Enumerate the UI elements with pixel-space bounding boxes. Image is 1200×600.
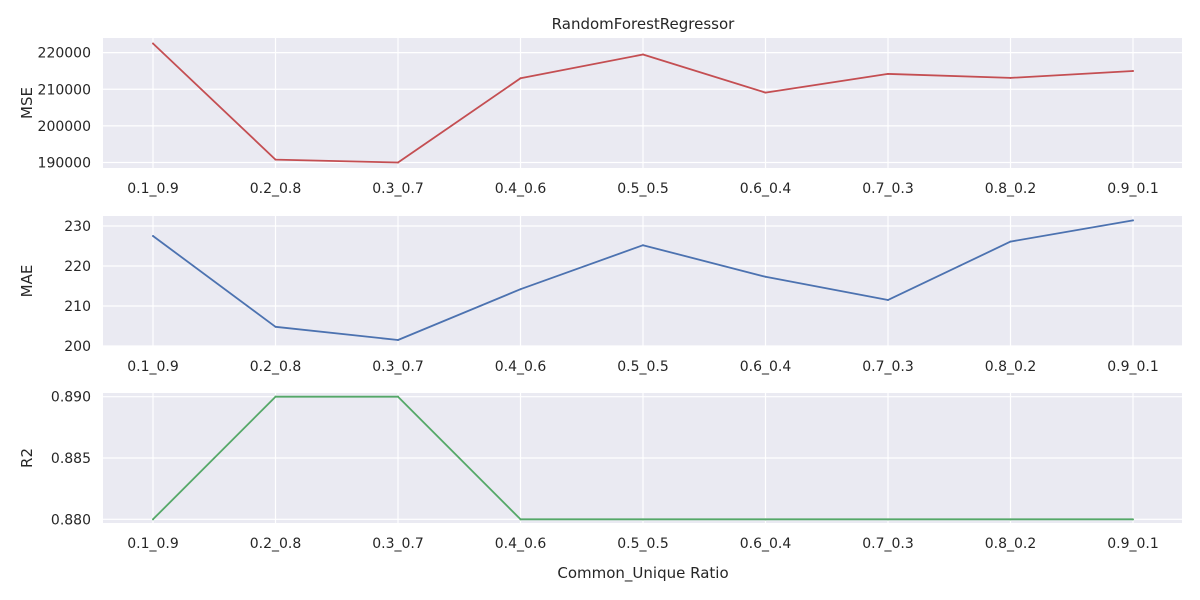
x-tick-label: 0.6_0.4 — [740, 181, 792, 197]
x-tick-label: 0.8_0.2 — [985, 359, 1037, 375]
x-tick-label: 0.9_0.1 — [1107, 181, 1159, 197]
y-axis-label: MAE — [18, 265, 36, 298]
data-point — [887, 299, 889, 301]
data-point — [519, 77, 522, 80]
data-point — [764, 91, 767, 94]
y-axis-label: MSE — [18, 87, 36, 119]
x-tick-label: 0.7_0.3 — [862, 536, 914, 552]
x-tick-label: 0.5_0.5 — [617, 359, 669, 375]
x-tick-label: 0.8_0.2 — [985, 181, 1037, 197]
x-tick-label: 0.9_0.1 — [1107, 359, 1159, 375]
y-tick-label: 210000 — [38, 82, 91, 98]
data-point — [397, 161, 399, 164]
x-tick-label: 0.6_0.4 — [740, 536, 792, 552]
x-tick-label: 0.6_0.4 — [740, 359, 792, 375]
y-tick-label: 230 — [64, 219, 91, 235]
data-point — [274, 395, 277, 398]
x-tick-label: 0.3_0.7 — [372, 536, 424, 552]
y-tick-label: 0.880 — [51, 512, 91, 528]
data-point — [642, 244, 644, 247]
data-point — [152, 42, 154, 45]
y-tick-label: 200 — [64, 339, 91, 355]
x-tick-label: 0.3_0.7 — [372, 181, 424, 197]
y-tick-label: 0.885 — [51, 451, 91, 467]
x-tick-label: 0.9_0.1 — [1107, 536, 1159, 552]
data-point — [642, 53, 644, 56]
data-point — [887, 72, 889, 75]
x-tick-label: 0.4_0.6 — [495, 181, 547, 197]
chart-panel-mae: 200 210 220 230 0.1_0.9 0.2_0.8 0.3_0.7 0.4_0.6… — [18, 216, 1182, 375]
data-point — [274, 325, 277, 328]
data-point — [1009, 76, 1012, 79]
x-tick-label: 0.3_0.7 — [372, 359, 424, 375]
data-point — [1009, 518, 1012, 521]
x-tick-label: 0.7_0.3 — [862, 359, 914, 375]
data-point — [152, 235, 154, 237]
data-point — [1132, 69, 1134, 72]
data-point — [519, 518, 522, 521]
chart-title: RandomForestRegressor — [552, 15, 736, 33]
data-point — [1132, 518, 1134, 521]
y-tick-label: 0.890 — [51, 390, 91, 406]
data-point — [1009, 240, 1012, 243]
x-tick-label: 0.1_0.9 — [127, 359, 179, 375]
data-point — [764, 275, 767, 278]
x-tick-label: 0.1_0.9 — [127, 536, 179, 552]
x-tick-label: 0.5_0.5 — [617, 181, 669, 197]
x-tick-label: 0.2_0.8 — [250, 536, 302, 552]
data-point — [274, 158, 277, 161]
y-tick-label: 210 — [64, 299, 91, 315]
data-point — [397, 339, 399, 341]
x-tick-label: 0.8_0.2 — [985, 536, 1037, 552]
x-axis-label: Common_Unique Ratio — [557, 564, 728, 583]
x-tick-label: 0.1_0.9 — [127, 181, 179, 197]
data-point — [152, 518, 154, 521]
x-tick-label: 0.4_0.6 — [495, 359, 547, 375]
y-tick-label: 190000 — [38, 156, 91, 172]
data-point — [1132, 219, 1134, 222]
y-tick-label: 220000 — [38, 46, 91, 62]
chart-panel-r2: 0.880 0.885 0.890 0.1_0.9 0.2_0.8 0.3_0.7 0.4_… — [18, 390, 1182, 552]
data-point — [764, 518, 767, 521]
y-tick-label: 200000 — [38, 119, 91, 135]
data-point — [887, 518, 889, 521]
data-point — [397, 395, 399, 398]
x-tick-label: 0.5_0.5 — [617, 536, 669, 552]
x-tick-label: 0.7_0.3 — [862, 181, 914, 197]
y-axis-label: R2 — [18, 448, 36, 468]
data-point — [519, 288, 522, 291]
data-point — [642, 518, 644, 521]
y-tick-label: 220 — [64, 259, 91, 275]
x-tick-label: 0.2_0.8 — [250, 181, 302, 197]
chart-panel-mse: 190000 200000 210000 220000 0.1_0.9 0.2_0.8 0.… — [18, 38, 1182, 197]
x-tick-label: 0.4_0.6 — [495, 536, 547, 552]
x-tick-label: 0.2_0.8 — [250, 359, 302, 375]
